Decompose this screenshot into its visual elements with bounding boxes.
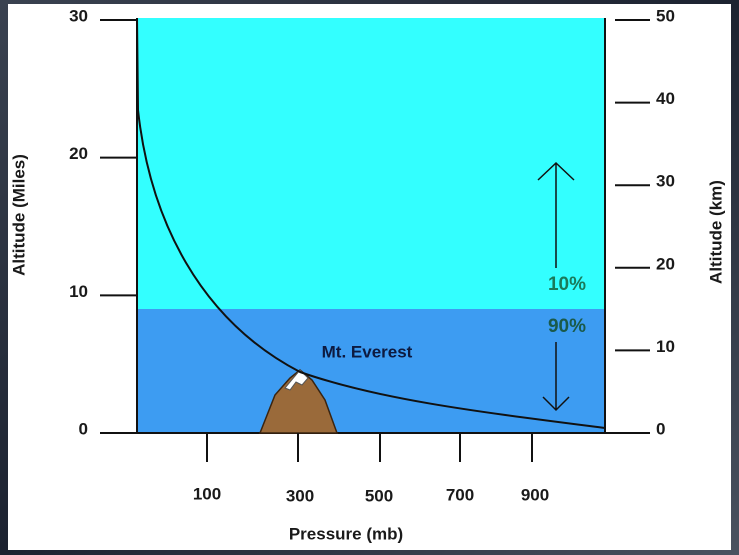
x-tick-label: 500 (365, 486, 393, 505)
y-tick-label: 20 (656, 254, 675, 273)
page: 100 300 500 700 900 Pressure (mb) Altitu… (0, 0, 739, 555)
x-axis-label: Pressure (mb) (289, 524, 403, 543)
y-tick-label: 0 (656, 419, 665, 438)
diagram: 100 300 500 700 900 Pressure (mb) Altitu… (0, 0, 739, 555)
left-axis-label: Altitude (Miles) (9, 154, 28, 276)
upper-layer (137, 18, 605, 309)
x-tick-label: 100 (193, 484, 221, 503)
y-tick-label: 30 (656, 172, 675, 191)
y-tick-label: 50 (656, 6, 675, 25)
y-tick-label: 40 (656, 89, 675, 108)
x-tick-label: 700 (446, 485, 474, 504)
x-tick-label: 900 (521, 485, 549, 504)
y-tick-label: 10 (69, 282, 88, 301)
y-tick-label: 0 (79, 419, 88, 438)
y-tick-label: 30 (69, 6, 88, 25)
upper-percent: 10% (548, 274, 586, 295)
right-axis-label: Altitude (km) (706, 180, 725, 284)
y-tick-label: 10 (656, 337, 675, 356)
lower-layer (137, 309, 605, 433)
lower-percent: 90% (548, 316, 586, 337)
x-tick-label: 300 (286, 486, 314, 505)
mountain-label: Mt. Everest (322, 342, 413, 361)
y-tick-label: 20 (69, 144, 88, 163)
